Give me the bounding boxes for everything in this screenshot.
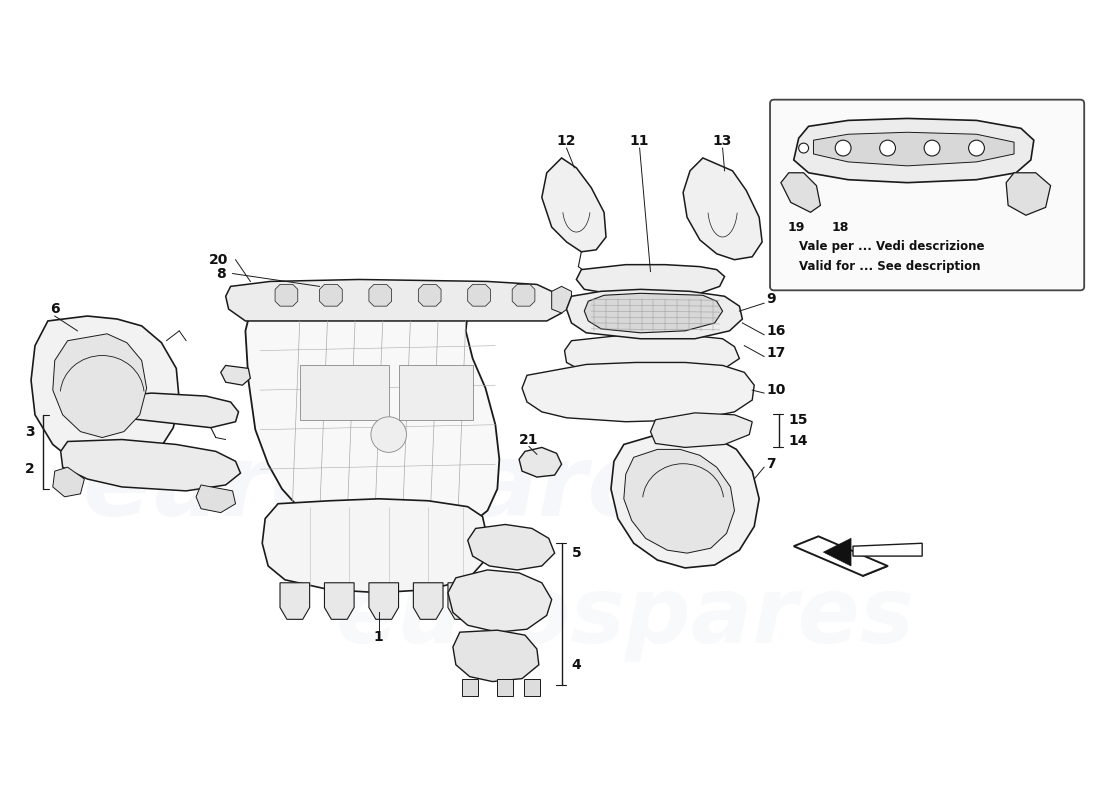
Polygon shape [552,286,572,313]
Text: 15: 15 [789,413,808,426]
Polygon shape [576,265,725,296]
Text: 2: 2 [25,462,35,476]
Text: 4: 4 [572,658,581,672]
Text: 17: 17 [766,346,785,359]
Polygon shape [814,132,1014,166]
Text: eurospares: eurospares [82,441,715,538]
Text: 18: 18 [832,221,849,234]
Text: Vale per ... Vedi descrizione: Vale per ... Vedi descrizione [799,240,984,254]
Text: 14: 14 [789,434,808,449]
Text: 1: 1 [374,630,384,644]
Polygon shape [319,285,342,306]
Polygon shape [324,582,354,619]
FancyBboxPatch shape [770,100,1085,290]
Text: 6: 6 [50,302,59,316]
Polygon shape [522,362,755,422]
Polygon shape [275,285,298,306]
Polygon shape [781,173,821,212]
Polygon shape [418,285,441,306]
Circle shape [799,143,808,153]
Polygon shape [95,393,239,428]
Polygon shape [542,158,606,252]
Text: 10: 10 [766,383,785,397]
Circle shape [835,140,851,156]
Polygon shape [650,413,752,447]
Polygon shape [519,447,562,477]
Polygon shape [564,334,739,375]
Polygon shape [262,498,487,593]
Polygon shape [368,285,392,306]
Polygon shape [610,433,759,568]
Polygon shape [221,366,251,385]
Polygon shape [31,316,179,471]
Polygon shape [196,485,235,513]
Circle shape [969,140,984,156]
Polygon shape [226,279,562,321]
Polygon shape [566,290,742,338]
Polygon shape [1006,173,1050,215]
Polygon shape [245,299,499,538]
Polygon shape [368,582,398,619]
Polygon shape [53,334,146,438]
Text: 12: 12 [557,134,576,148]
Text: 7: 7 [766,458,775,471]
Polygon shape [448,582,477,619]
Polygon shape [462,678,477,696]
Polygon shape [584,294,723,333]
Polygon shape [624,450,735,553]
Polygon shape [53,467,85,497]
Polygon shape [524,678,540,696]
Text: 9: 9 [766,292,775,306]
Text: Valid for ... See description: Valid for ... See description [799,260,980,273]
Circle shape [880,140,895,156]
Polygon shape [453,630,539,682]
Bar [300,366,388,420]
Polygon shape [280,582,309,619]
Text: 8: 8 [216,266,225,281]
Bar [398,366,473,420]
Polygon shape [60,439,241,491]
Polygon shape [497,678,514,696]
Polygon shape [794,118,1034,182]
Polygon shape [468,285,491,306]
Polygon shape [794,536,888,576]
Polygon shape [448,570,552,632]
Text: 20: 20 [209,253,229,266]
Polygon shape [852,543,922,556]
Text: 13: 13 [713,134,733,148]
Text: 16: 16 [766,324,785,338]
Circle shape [371,417,407,452]
Polygon shape [824,538,851,566]
Text: 21: 21 [519,433,539,446]
Circle shape [924,140,940,156]
Text: 5: 5 [572,546,581,560]
Text: 19: 19 [788,221,805,234]
Polygon shape [683,158,762,260]
Text: eurospares: eurospares [337,572,915,662]
Polygon shape [414,582,443,619]
Text: 3: 3 [25,425,35,438]
Polygon shape [513,285,535,306]
Polygon shape [468,525,554,570]
Text: 11: 11 [630,134,649,148]
